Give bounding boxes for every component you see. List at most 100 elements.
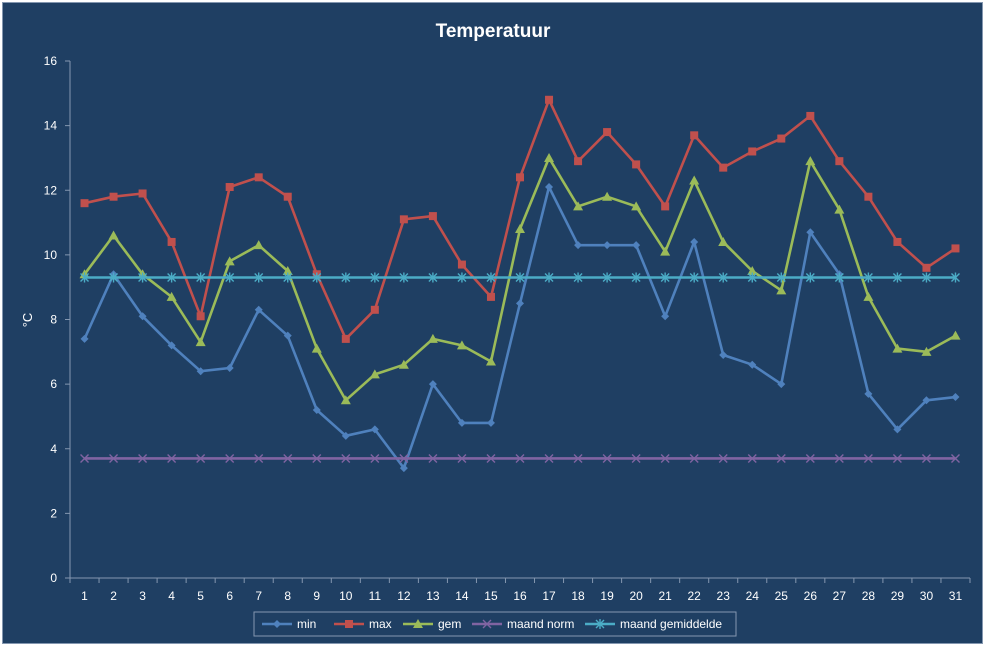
legend-marker bbox=[345, 620, 353, 628]
data-point bbox=[370, 425, 379, 434]
data-point bbox=[544, 453, 554, 463]
data-point bbox=[138, 272, 148, 283]
data-point bbox=[544, 152, 555, 162]
x-tick-label: 3 bbox=[139, 589, 146, 603]
data-point bbox=[428, 453, 438, 463]
data-point bbox=[195, 337, 206, 347]
data-point bbox=[834, 453, 844, 463]
x-tick-label: 17 bbox=[542, 589, 556, 603]
data-point bbox=[398, 359, 409, 369]
data-point bbox=[922, 396, 931, 405]
y-tick-label: 4 bbox=[50, 442, 57, 456]
data-point bbox=[893, 425, 902, 434]
x-tick-label: 9 bbox=[313, 589, 320, 603]
data-point bbox=[922, 263, 931, 272]
legend-marker bbox=[595, 619, 605, 629]
data-point bbox=[341, 431, 350, 440]
x-tick-label: 13 bbox=[426, 589, 440, 603]
x-tick-label: 28 bbox=[862, 589, 876, 603]
data-point bbox=[253, 240, 264, 250]
data-point bbox=[776, 272, 786, 283]
legend-item: maand norm bbox=[472, 617, 574, 631]
data-point bbox=[515, 272, 525, 283]
data-point bbox=[574, 241, 583, 250]
legend-item: maand gemiddelde bbox=[585, 617, 722, 631]
data-point bbox=[457, 272, 467, 283]
data-point bbox=[805, 272, 815, 283]
series-layer bbox=[79, 95, 961, 473]
data-point bbox=[399, 453, 409, 463]
data-point bbox=[196, 453, 206, 463]
data-point bbox=[283, 331, 292, 340]
data-point bbox=[515, 224, 525, 234]
data-point bbox=[863, 291, 874, 301]
data-point bbox=[892, 453, 902, 463]
series-maand-norm bbox=[80, 453, 960, 463]
data-point bbox=[718, 272, 728, 283]
y-tick-label: 2 bbox=[50, 506, 57, 520]
data-point bbox=[806, 228, 815, 237]
data-point bbox=[311, 343, 322, 353]
data-point bbox=[747, 272, 757, 283]
data-point bbox=[690, 237, 699, 246]
data-point bbox=[166, 291, 177, 301]
legend-label: min bbox=[297, 617, 316, 631]
data-point bbox=[108, 230, 119, 240]
data-point bbox=[719, 351, 728, 360]
data-point bbox=[340, 395, 351, 405]
data-point bbox=[660, 246, 671, 256]
data-point bbox=[138, 189, 147, 198]
series-max bbox=[80, 95, 960, 343]
data-point bbox=[312, 405, 321, 414]
data-point bbox=[603, 128, 612, 137]
x-tick-label: 21 bbox=[658, 589, 672, 603]
data-point bbox=[950, 453, 960, 463]
data-point bbox=[544, 272, 554, 283]
data-point bbox=[805, 453, 815, 463]
data-point bbox=[138, 312, 147, 321]
data-point bbox=[196, 367, 205, 376]
legend: min max gem maand norm maand gemiddelde bbox=[253, 611, 737, 637]
x-tick-label: 19 bbox=[600, 589, 614, 603]
data-point bbox=[224, 256, 235, 266]
data-point bbox=[863, 272, 873, 283]
data-point bbox=[225, 453, 235, 463]
data-point bbox=[370, 305, 379, 314]
legend-marker bbox=[273, 620, 281, 628]
data-point bbox=[602, 453, 612, 463]
data-point bbox=[574, 157, 583, 166]
data-point bbox=[631, 453, 641, 463]
data-point bbox=[254, 272, 264, 283]
data-point bbox=[486, 292, 495, 301]
data-point bbox=[109, 192, 118, 201]
y-tick-label: 0 bbox=[50, 571, 57, 585]
legend-box bbox=[253, 611, 737, 637]
data-point bbox=[776, 285, 787, 295]
x-tick-label: 26 bbox=[804, 589, 818, 603]
data-point bbox=[109, 453, 119, 463]
data-point bbox=[748, 147, 757, 156]
data-point bbox=[486, 418, 495, 427]
data-point bbox=[341, 334, 350, 343]
series-min bbox=[80, 183, 960, 473]
x-tick-label: 10 bbox=[339, 589, 353, 603]
data-point bbox=[167, 237, 176, 246]
chart-title: Temperatuur bbox=[436, 21, 551, 42]
data-point bbox=[167, 272, 177, 283]
data-point bbox=[196, 312, 205, 321]
data-point bbox=[892, 343, 903, 353]
legend-marker bbox=[413, 619, 423, 628]
x-tick-label: 6 bbox=[226, 589, 233, 603]
x-tick-label: 22 bbox=[688, 589, 702, 603]
y-tick-label: 8 bbox=[50, 313, 57, 327]
data-point bbox=[602, 272, 612, 283]
legend-label: maand norm bbox=[507, 617, 574, 631]
legend-item: min bbox=[262, 617, 316, 631]
data-point bbox=[516, 299, 524, 308]
x-tick-label: 23 bbox=[717, 589, 731, 603]
data-point bbox=[312, 272, 322, 283]
y-tick-label: 10 bbox=[44, 248, 58, 262]
data-point bbox=[485, 356, 496, 366]
data-point bbox=[632, 241, 641, 250]
